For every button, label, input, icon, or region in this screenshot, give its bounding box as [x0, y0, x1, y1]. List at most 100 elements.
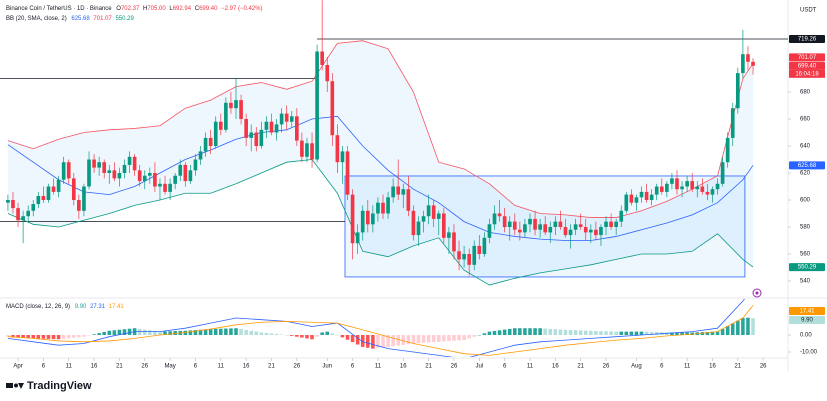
- macd-histogram-bar: [705, 331, 710, 336]
- macd-line-value: 27.31: [90, 304, 106, 310]
- candle-body: [401, 189, 406, 195]
- macd-histogram-bar: [431, 335, 436, 343]
- candle-body: [229, 102, 233, 109]
- candle-body: [741, 54, 745, 74]
- macd-histogram-bar: [447, 335, 451, 342]
- macd-histogram-bar: [487, 331, 492, 336]
- candle-body: [492, 213, 497, 225]
- candle-body: [274, 124, 279, 133]
- quote-value: 692.94: [173, 6, 192, 12]
- candle-body: [604, 221, 608, 228]
- macd-histogram-bar: [670, 332, 674, 336]
- x-tick-label: 11: [527, 364, 534, 370]
- candle-body: [609, 221, 613, 228]
- candle-body: [325, 65, 330, 82]
- x-tick-label: 6: [351, 364, 355, 370]
- candle-body: [528, 218, 532, 225]
- candle-body: [619, 210, 624, 222]
- candle-body: [659, 186, 664, 192]
- candle-body: [730, 108, 735, 138]
- macd-y-tick-label: 0.00: [800, 333, 812, 339]
- candle-body: [56, 179, 61, 192]
- candle-body: [746, 54, 750, 62]
- candle-body: [396, 186, 401, 195]
- candle-body: [244, 119, 248, 138]
- candle-body: [218, 121, 223, 130]
- macd-histogram-bar: [193, 330, 198, 336]
- candle-body: [548, 227, 553, 233]
- macd-histogram-bar: [66, 335, 71, 339]
- macd-histogram-bar: [472, 335, 477, 337]
- macd-histogram-bar: [421, 335, 426, 343]
- candle-body: [416, 221, 421, 236]
- candle-body: [725, 137, 730, 163]
- x-tick-label: 6: [42, 364, 46, 370]
- quote-label: L: [169, 6, 173, 12]
- macd-histogram-bar: [244, 329, 248, 336]
- candle-body: [284, 113, 289, 122]
- candle-body: [462, 254, 466, 260]
- candle-body: [6, 200, 10, 203]
- macd-histogram-bar: [330, 333, 335, 336]
- candle-body: [735, 73, 740, 109]
- macd-histogram-bar: [416, 335, 421, 344]
- quote-value: 699.40: [199, 6, 218, 12]
- candle-body: [148, 173, 152, 176]
- macd-histogram-bar: [751, 318, 755, 336]
- macd-histogram-bar: [305, 335, 309, 339]
- x-tick-label: 6: [660, 364, 664, 370]
- macd-histogram-bar: [41, 335, 46, 339]
- macd-histogram-bar: [507, 328, 512, 336]
- candle-body: [117, 173, 122, 179]
- quote-label: H: [143, 6, 147, 12]
- macd-histogram-bar: [396, 335, 400, 346]
- candle-body: [279, 113, 284, 125]
- candle-body: [665, 183, 669, 192]
- candle-body: [36, 195, 41, 205]
- candle-body: [46, 186, 51, 201]
- candle-body: [102, 162, 107, 174]
- candle-body: [26, 210, 31, 217]
- candle-body: [66, 162, 71, 179]
- candle-body: [107, 170, 112, 174]
- candle-body: [467, 254, 471, 265]
- macd-signal-badge: [789, 307, 825, 315]
- macd-histogram-bar: [543, 328, 547, 336]
- macd-histogram-bar: [264, 332, 269, 336]
- macd-histogram-bar: [6, 335, 10, 337]
- x-tick-label: 16: [400, 364, 407, 370]
- macd-histogram-bar: [457, 335, 461, 341]
- macd-histogram-bar: [219, 328, 223, 336]
- macd-histogram-bar: [629, 331, 634, 336]
- candle-body: [97, 162, 101, 168]
- macd-histogram-bar: [654, 332, 659, 336]
- macd-histogram-bar: [107, 330, 112, 336]
- x-tick-label: Jul: [475, 364, 483, 370]
- macd-histogram-bar: [340, 335, 345, 338]
- candle-body: [77, 200, 81, 211]
- x-tick-label: Jun: [322, 364, 332, 370]
- candle-body: [411, 210, 416, 236]
- x-tick-label: 11: [218, 364, 225, 370]
- macd-histogram-bar: [117, 329, 122, 336]
- candle-body: [391, 186, 395, 198]
- x-tick-label: 21: [116, 364, 123, 370]
- candle-body: [71, 178, 76, 201]
- macd-histogram-bar: [710, 331, 715, 336]
- brand-icon: [14, 383, 18, 388]
- line-price-badge: [789, 35, 825, 44]
- candle-body: [583, 227, 588, 233]
- candle-body: [173, 175, 178, 184]
- macd-histogram-bar: [563, 329, 568, 336]
- macd-histogram-bar: [102, 331, 106, 336]
- y-tick-label: 680: [800, 90, 811, 96]
- macd-histogram-bar: [725, 326, 730, 336]
- candle-body: [563, 227, 568, 236]
- macd-histogram-bar: [614, 331, 618, 336]
- macd-histogram-bar: [239, 329, 243, 336]
- macd-histogram-bar: [513, 328, 517, 336]
- macd-macd-line: [7, 299, 746, 357]
- quote-value: 702.37: [121, 6, 140, 12]
- candle-body: [502, 216, 507, 228]
